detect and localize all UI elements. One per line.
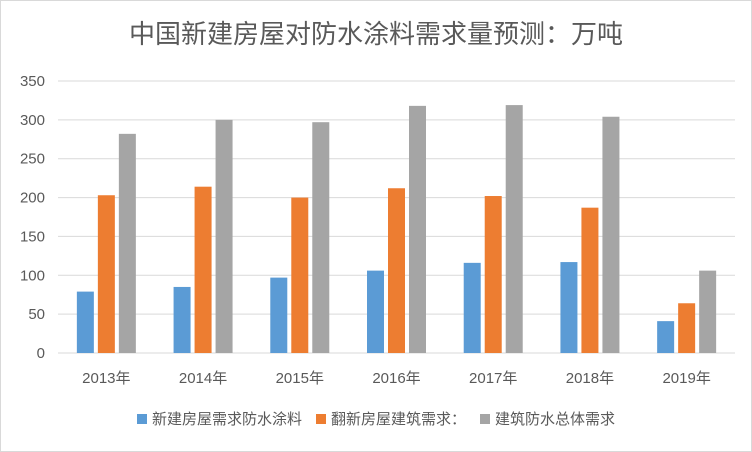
x-tick-label: 2018年 [566,370,614,387]
legend-swatch [315,413,326,424]
bar-0-2018年 [560,262,578,353]
bar-1-2017年 [484,196,502,353]
bar-1-2018年 [581,207,599,353]
x-tick-label: 2017年 [469,370,517,387]
legend-label: 建筑防水总体需求 [495,411,616,428]
bar-0-2017年 [463,262,481,353]
bar-2-2014年 [215,119,233,353]
y-tick-label: 250 [20,151,45,168]
bar-1-2013年 [97,195,115,353]
bar-1-2014年 [194,186,212,353]
x-tick-label: 2014年 [179,370,227,387]
legend-swatch [136,413,147,424]
legend-item: 新建房屋需求防水涂料 [136,408,302,429]
legend: 新建房屋需求防水涂料 翻新房屋建筑需求： 建筑防水总体需求 [0,408,752,429]
x-tick-label: 2015年 [276,370,324,387]
y-tick-label: 100 [20,267,45,284]
x-tick-label: 2019年 [662,370,710,387]
bar-0-2016年 [367,270,384,353]
bar-2-2019年 [699,270,717,353]
legend-item: 翻新房屋建筑需求： [315,408,466,429]
bar-1-2016年 [388,188,405,353]
bar-2-2015年 [312,122,330,353]
bar-0-2014年 [173,286,191,353]
x-tick-label: 2013年 [82,370,130,387]
bar-2-2018年 [602,116,620,354]
bar-2-2017年 [505,105,523,353]
bar-0-2019年 [657,321,675,353]
bar-1-2015年 [291,197,309,353]
bar-1-2019年 [678,303,696,353]
legend-swatch [480,413,490,424]
bar-2-2013年 [118,133,136,353]
y-tick-label: 0 [37,345,45,362]
y-tick-label: 200 [20,190,45,207]
legend-item: 建筑防水总体需求 [480,408,615,429]
x-tick-label: 2016年 [372,370,420,387]
y-tick-label: 300 [20,112,45,129]
y-tick-label: 150 [20,228,45,245]
bar-2-2016年 [409,105,426,354]
chart-title: 中国新建房屋对防水涂料需求量预测：万吨 [128,19,623,49]
y-tick-label: 50 [28,306,45,323]
legend-label: 翻新房屋建筑需求： [330,411,466,428]
bar-0-2015年 [270,277,288,353]
y-tick-label: 350 [20,73,45,90]
bar-0-2013年 [76,291,94,353]
legend-label: 新建房屋需求防水涂料 [151,411,302,428]
